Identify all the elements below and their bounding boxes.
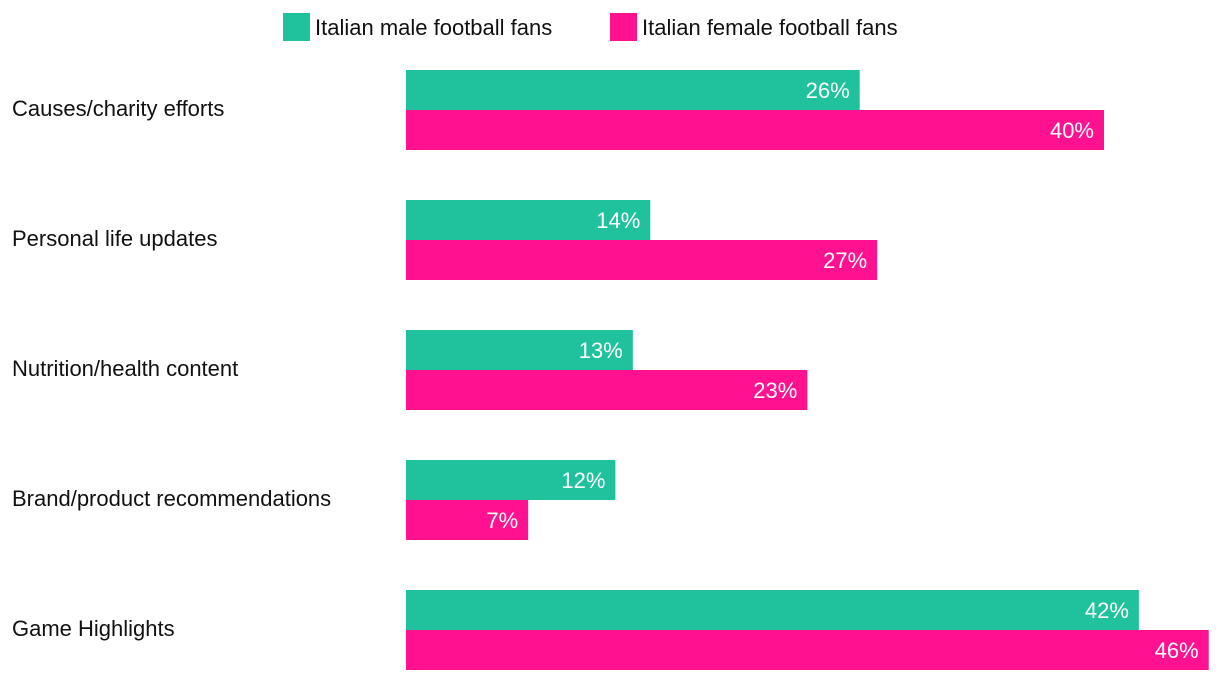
bar-italian-male-football-fans-personal-life-updates xyxy=(406,200,651,240)
legend-swatch-italian-male-football-fans xyxy=(283,13,310,41)
legend-swatch-italian-female-football-fans xyxy=(610,13,637,41)
bar-italian-male-football-fans-brand-product-recommendations xyxy=(406,460,616,500)
data-label-italian-female-football-fans-causes-charity-efforts: 40% xyxy=(1050,118,1094,143)
category-label-personal-life-updates: Personal life updates xyxy=(12,226,217,251)
bar-italian-female-football-fans-personal-life-updates xyxy=(406,240,878,280)
data-labels: 26% 40% 14% 27% 13% 23% 12% 7% 42% 46% xyxy=(486,78,1198,663)
data-label-italian-male-football-fans-game-highlights: 42% xyxy=(1085,598,1129,623)
data-label-italian-female-football-fans-nutrition-health-content: 23% xyxy=(753,378,797,403)
category-label-game-highlights: Game Highlights xyxy=(12,616,175,641)
bar-italian-male-football-fans-game-highlights xyxy=(406,590,1139,630)
bar-italian-male-football-fans-causes-charity-efforts xyxy=(406,70,860,110)
data-label-italian-male-football-fans-causes-charity-efforts: 26% xyxy=(806,78,850,103)
bar-italian-female-football-fans-nutrition-health-content xyxy=(406,370,808,410)
data-label-italian-female-football-fans-personal-life-updates: 27% xyxy=(823,248,867,273)
category-label-causes-charity-efforts: Causes/charity efforts xyxy=(12,96,224,121)
bar-italian-female-football-fans-brand-product-recommendations xyxy=(406,500,529,540)
data-label-italian-female-football-fans-brand-product-recommendations: 7% xyxy=(486,508,518,533)
category-labels: Causes/charity efforts Personal life upda… xyxy=(12,96,331,641)
legend-label-italian-male-football-fans: Italian male football fans xyxy=(315,15,552,40)
data-label-italian-male-football-fans-nutrition-health-content: 13% xyxy=(579,338,623,363)
legend: Italian male football fans Italian female… xyxy=(283,13,898,41)
bar-italian-female-football-fans-game-highlights xyxy=(406,630,1209,670)
bar-italian-female-football-fans-causes-charity-efforts xyxy=(406,110,1104,150)
category-label-nutrition-health-content: Nutrition/health content xyxy=(12,356,238,381)
bars xyxy=(406,70,1209,670)
data-label-italian-male-football-fans-brand-product-recommendations: 12% xyxy=(561,468,605,493)
data-label-italian-male-football-fans-personal-life-updates: 14% xyxy=(596,208,640,233)
category-label-brand-product-recommendations: Brand/product recommendations xyxy=(12,486,331,511)
bar-italian-male-football-fans-nutrition-health-content xyxy=(406,330,633,370)
data-label-italian-female-football-fans-game-highlights: 46% xyxy=(1155,638,1199,663)
legend-label-italian-female-football-fans: Italian female football fans xyxy=(642,15,898,40)
